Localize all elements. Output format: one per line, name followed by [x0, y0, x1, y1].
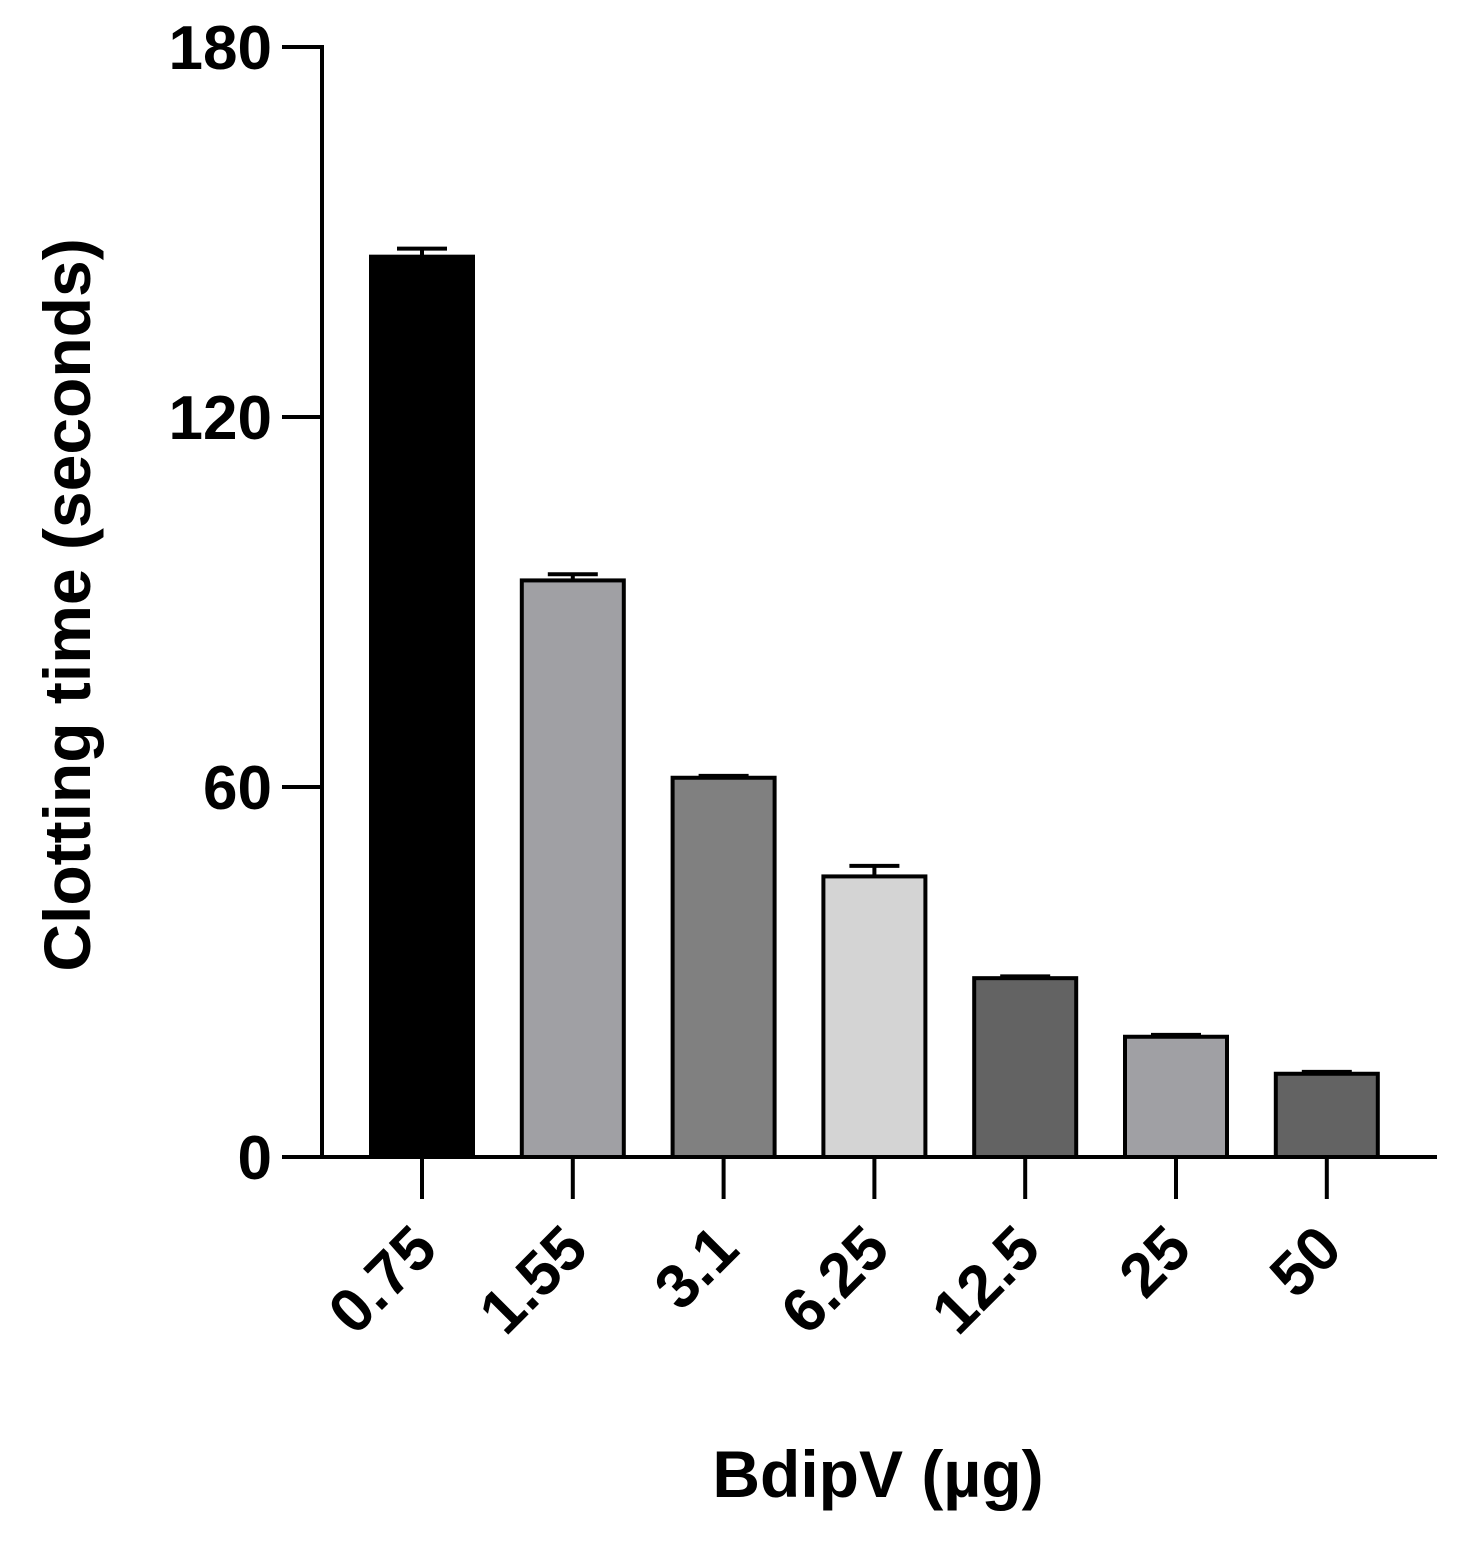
x-tick-label: 12.5	[919, 1213, 1053, 1347]
x-tick-label: 3.1	[642, 1213, 752, 1323]
y-tick-label: 120	[169, 384, 272, 453]
bar-3.1	[670, 775, 777, 1159]
x-tick-label: 25	[1106, 1213, 1204, 1311]
error-bar-25	[1151, 1032, 1201, 1037]
error-bar-3.1	[698, 773, 749, 778]
y-ticks-layer: 0 60 120 180	[169, 14, 322, 1193]
bar-25	[1123, 1034, 1229, 1159]
y-tick-label: 180	[169, 14, 272, 83]
y-axis-title: Clotting time (seconds)	[30, 238, 104, 971]
bars-layer	[369, 254, 1380, 1160]
x-tick-label: 50	[1257, 1213, 1355, 1311]
y-tick-label: 0	[238, 1124, 272, 1193]
x-tick-label: 0.75	[316, 1213, 450, 1347]
error-bar-0.75	[397, 246, 447, 257]
bar-0.75	[369, 254, 475, 1159]
bar-12.5	[972, 976, 1079, 1160]
x-axis-title: BdipV (µg)	[712, 1437, 1043, 1511]
x-tick-label: 6.25	[768, 1213, 902, 1347]
error-bar-12.5	[1000, 974, 1051, 979]
error-bars-layer	[397, 246, 1352, 1074]
y-tick-label: 60	[203, 754, 272, 823]
error-bar-6.25	[849, 863, 900, 877]
bar-6.25	[821, 874, 928, 1160]
x-tick-label: 1.55	[467, 1213, 601, 1347]
x-ticks-layer: 0.75 1.55 3.1 6.25 12.5 25 50	[316, 1157, 1355, 1347]
axes-layer	[320, 45, 1437, 1159]
error-bar-1.55	[547, 572, 598, 581]
bar-1.55	[519, 578, 626, 1159]
error-bar-50	[1301, 1069, 1352, 1074]
bar-50	[1273, 1071, 1380, 1159]
